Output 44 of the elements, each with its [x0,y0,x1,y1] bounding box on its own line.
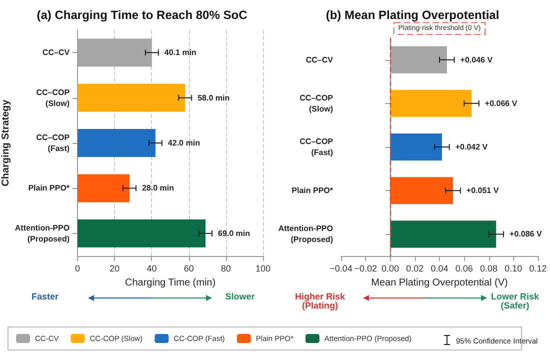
y-tick-label: CC–COP (Slow) [300,93,334,114]
x-tick-label: 0.00 [381,264,400,274]
y-tick-label: Attention-PPO (Proposed) [278,224,334,244]
data-label: +0.086 V [510,230,542,239]
y-tick-label: Attention-PPO (Proposed) [14,223,70,244]
y-tick-label: CC–CV [42,48,70,58]
y-tick-label: CC–COP (Fast) [300,137,334,157]
data-label: +0.051 V [466,186,500,196]
chart-title: (a) Charging Time to Reach 80% SoC [36,8,248,22]
text: Higher Risk (Plating) [294,292,346,310]
text: Faster [31,292,60,302]
y-tick-label: CC–COP (Slow) [36,88,70,108]
y-axis-title: Charging Strategy [0,99,12,186]
data-label: 69.0 min [218,228,250,238]
x-tick-label: 60 [184,264,194,274]
y-tick-label: CC–CV [306,55,334,64]
x-tick-label: 0.10 [504,264,522,274]
y-tick-label: CC–COP (Fast) [36,133,70,153]
data-label: +0.066 V [484,98,518,108]
text: Lower Risk (Safer) [490,292,540,310]
x-tick-label: 80 [220,264,231,274]
x-tick-label: 0.12 [529,264,547,274]
x-axis-title: Charging Time (min) [124,278,216,288]
x-tick-label: 0 [75,264,80,274]
x-tick-label: 20 [110,264,120,274]
x-tick-label: 40 [146,264,157,274]
y-tick-label: Plain PPO* [28,184,70,193]
chart-title: (b) Mean Plating Overpotential [326,8,500,22]
text: Slower [225,292,256,302]
x-axis-title: Mean Plating Overpotential (V) [371,278,508,288]
x-tick-label: 100 [255,264,271,274]
data-label: 28.0 min [142,184,174,193]
x-tick-label: 0.02 [406,264,424,274]
y-tick-label: Plain PPO* [292,186,334,196]
data-label: +0.046 V [460,55,494,64]
x-tick-label: −0.02 [354,264,378,274]
data-label: 42.0 min [168,138,200,148]
data-label: 40.1 min [164,48,197,58]
x-tick-label: −0.04 [330,264,352,274]
data-label: +0.042 V [455,142,488,152]
x-tick-label: 0.06 [455,264,473,274]
data-label: 58.0 min [198,93,230,102]
x-tick-label: 0.04 [430,264,448,274]
x-tick-label: 0.08 [480,264,498,274]
